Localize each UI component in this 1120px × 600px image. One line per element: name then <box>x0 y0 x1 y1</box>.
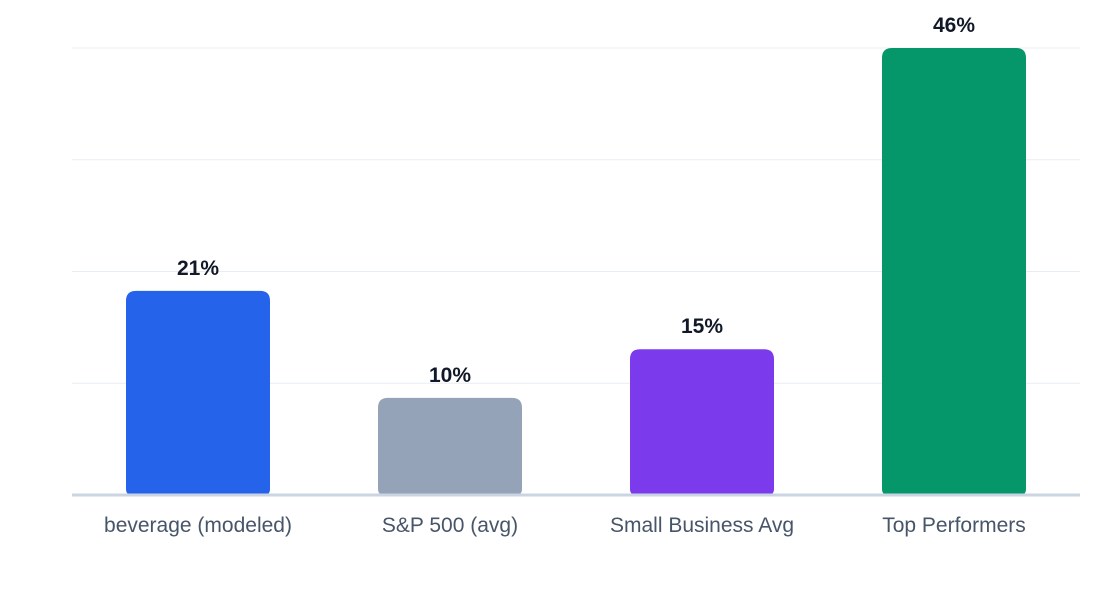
bar-value-label: 21% <box>177 257 219 280</box>
bar <box>378 397 522 495</box>
bars <box>126 48 1026 495</box>
category-labels: beverage (modeled) S&P 500 (avg) Small Bus… <box>104 514 1026 537</box>
bar-value-label: 15% <box>681 315 723 338</box>
bar <box>126 290 270 495</box>
category-tick-label: S&P 500 (avg) <box>382 514 518 537</box>
bar-value-label: 10% <box>429 364 471 387</box>
bar <box>882 48 1026 495</box>
bar <box>630 349 774 495</box>
category-tick-label: Top Performers <box>882 514 1026 537</box>
bar-value-label: 46% <box>933 14 975 37</box>
value-labels: 21% 10% 15% 46% <box>177 14 975 387</box>
category-tick-label: beverage (modeled) <box>104 514 292 537</box>
category-tick-label: Small Business Avg <box>610 514 794 537</box>
